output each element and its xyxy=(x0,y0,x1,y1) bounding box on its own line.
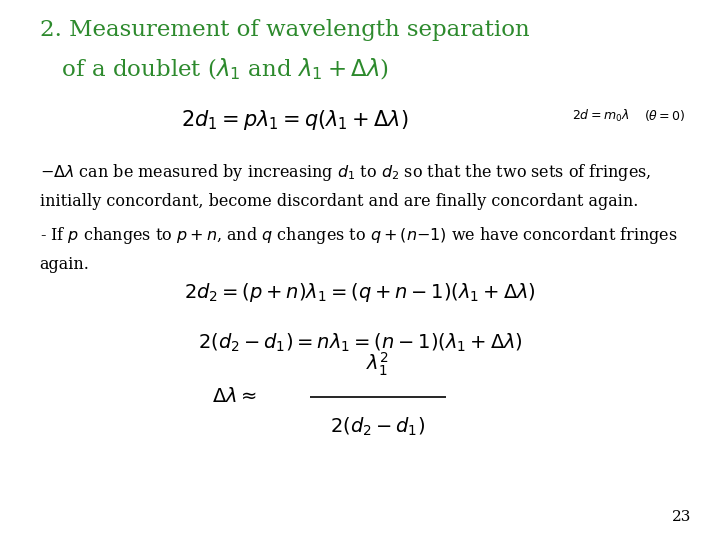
Text: - If $p$ changes to $p+n$, and $q$ changes to $q+(n\mathrm{-}1)$ we have concord: - If $p$ changes to $p+n$, and $q$ chang… xyxy=(40,225,678,246)
Text: $2d_2 = (p+n)\lambda_1 = (q+n-1)(\lambda_1 + \Delta\lambda)$: $2d_2 = (p+n)\lambda_1 = (q+n-1)(\lambda… xyxy=(184,281,536,304)
Text: again.: again. xyxy=(40,256,89,273)
Text: $2d = m_0\lambda$: $2d = m_0\lambda$ xyxy=(572,108,630,124)
Text: 23: 23 xyxy=(672,510,691,524)
Text: $2d_1 = p\lambda_1 = q\left(\lambda_1 + \Delta\lambda\right)$: $2d_1 = p\lambda_1 = q\left(\lambda_1 + … xyxy=(181,108,409,132)
Text: 2. Measurement of wavelength separation: 2. Measurement of wavelength separation xyxy=(40,19,529,41)
Text: of a doublet ($\lambda_1$ and $\lambda_1+\Delta\lambda$): of a doublet ($\lambda_1$ and $\lambda_1… xyxy=(40,57,389,83)
Text: $2(d_2-d_1)$: $2(d_2-d_1)$ xyxy=(330,416,426,438)
Text: $(\theta = 0)$: $(\theta = 0)$ xyxy=(644,108,686,123)
Text: $\Delta\lambda \approx$: $\Delta\lambda \approx$ xyxy=(212,387,257,407)
Text: $- \Delta\lambda$ can be measured by increasing $d_1$ to $d_2$ so that the two s: $- \Delta\lambda$ can be measured by inc… xyxy=(40,162,651,183)
Text: initially concordant, become discordant and are finally concordant again.: initially concordant, become discordant … xyxy=(40,193,638,210)
Text: $2(d_2-d_1) = n\lambda_1 = (n-1)(\lambda_1 + \Delta\lambda)$: $2(d_2-d_1) = n\lambda_1 = (n-1)(\lambda… xyxy=(197,332,523,354)
Text: $\lambda_1^2$: $\lambda_1^2$ xyxy=(366,350,390,378)
